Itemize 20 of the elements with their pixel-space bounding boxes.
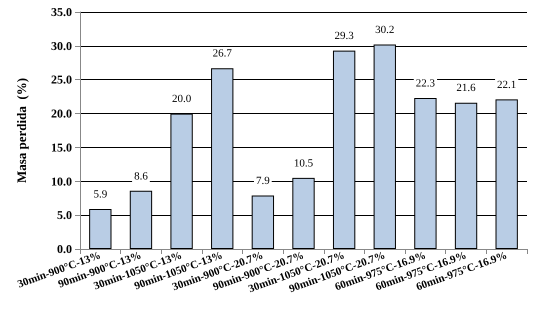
data-label: 30.2 — [375, 24, 394, 36]
y-tick-label: 10.0 — [51, 174, 72, 188]
y-tick-label: 20.0 — [51, 106, 72, 121]
data-label: 29.3 — [334, 30, 354, 42]
data-label: 5.9 — [93, 188, 108, 201]
y-tick-label: 25.0 — [51, 72, 72, 87]
data-label: 22.3 — [416, 77, 436, 90]
data-label: 10.5 — [294, 157, 314, 170]
data-label: 7.9 — [256, 175, 270, 188]
data-label: 20.0 — [172, 93, 192, 106]
data-label: 21.6 — [456, 82, 476, 94]
data-label: 26.7 — [212, 48, 232, 60]
y-tick-label: 5.0 — [57, 208, 72, 222]
data-label: 8.6 — [134, 170, 148, 182]
y-tick-label: 15.0 — [51, 140, 72, 154]
y-axis-title: Masa perdida (%) — [14, 78, 29, 184]
y-tick-label: 30.0 — [51, 38, 72, 53]
y-tick-label: 0.0 — [57, 242, 72, 256]
data-label: 22.1 — [497, 78, 516, 91]
y-tick-label: 35.0 — [51, 5, 72, 19]
